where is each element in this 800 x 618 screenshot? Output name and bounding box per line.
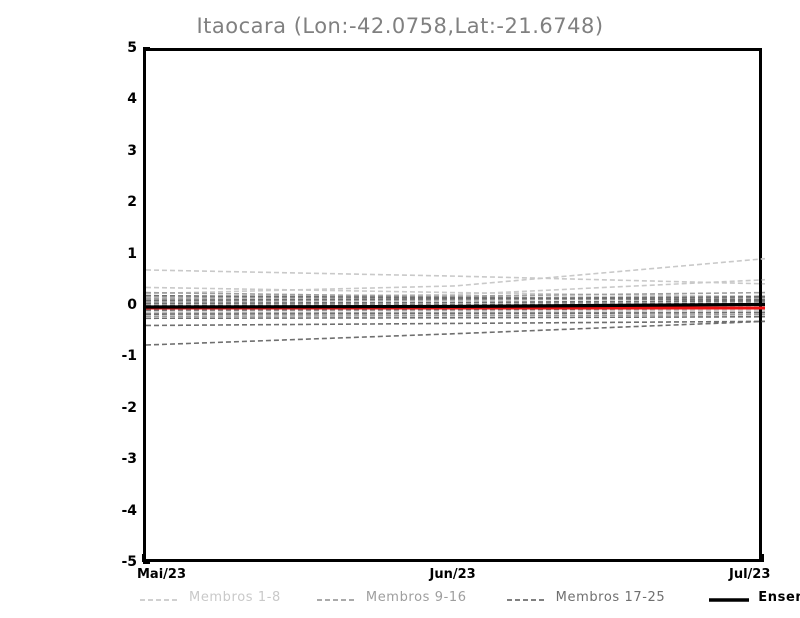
member-line <box>146 300 765 305</box>
member-line <box>146 291 765 300</box>
legend-swatch <box>506 591 547 603</box>
y-tick-mark <box>143 561 150 564</box>
legend-label: Membros 9-16 <box>365 589 467 605</box>
y-tick-label: -2 <box>121 399 137 416</box>
legend-label: Membros 17-25 <box>555 589 666 605</box>
y-tick-label: 5 <box>127 40 137 56</box>
member-line <box>146 320 765 346</box>
member-line <box>146 295 765 302</box>
y-tick-label: -5 <box>121 554 137 570</box>
page-title: Itaocara (Lon:-42.0758,Lat:-21.6748) <box>196 14 604 38</box>
y-tick-label: 1 <box>127 245 137 262</box>
y-tick-label: 0 <box>127 297 137 313</box>
member-line <box>146 309 765 312</box>
legend-swatch <box>709 591 750 603</box>
legend-swatch <box>316 591 357 603</box>
member-line <box>146 311 765 315</box>
legend-item[interactable]: Ensemble Mean <box>709 590 800 605</box>
y-tick-label: -3 <box>121 451 137 468</box>
legend-label: Ensemble Mean <box>758 589 800 605</box>
legend-label: Membros 1-8 <box>189 589 281 605</box>
member-line <box>146 278 765 298</box>
x-tick-label: Jun/23 <box>429 567 476 582</box>
legend-item[interactable]: Membros 1-8 <box>140 590 281 605</box>
member-line <box>146 286 765 298</box>
y-tick-label: 4 <box>127 91 137 108</box>
member-line <box>146 313 765 318</box>
ensemble-mean-line <box>146 302 765 309</box>
member-line <box>146 257 765 295</box>
legend-item[interactable]: Membros 17-25 <box>506 589 666 605</box>
chart-legend: Membros 1-8 Membros 9-16 Membros 17-25 Ense… <box>140 587 800 607</box>
y-tick-label: 3 <box>127 142 137 159</box>
plot-area <box>143 48 765 562</box>
plot-lines <box>146 257 765 346</box>
x-tick-mark <box>761 554 764 562</box>
y-tick-label: -1 <box>121 348 137 365</box>
legend-swatch <box>140 591 180 603</box>
member-line <box>146 311 765 314</box>
x-tick-label: Jul/23 <box>729 567 771 582</box>
x-tick-label: Mai/23 <box>137 567 187 582</box>
member-line <box>146 320 765 327</box>
y-tick-label: -4 <box>121 502 137 519</box>
legend-item[interactable]: Membros 9-16 <box>316 589 467 605</box>
member-line <box>146 269 765 285</box>
member-line <box>146 294 765 301</box>
member-line <box>146 294 765 301</box>
y-tick-label: 2 <box>127 194 137 211</box>
member-line <box>146 315 765 320</box>
